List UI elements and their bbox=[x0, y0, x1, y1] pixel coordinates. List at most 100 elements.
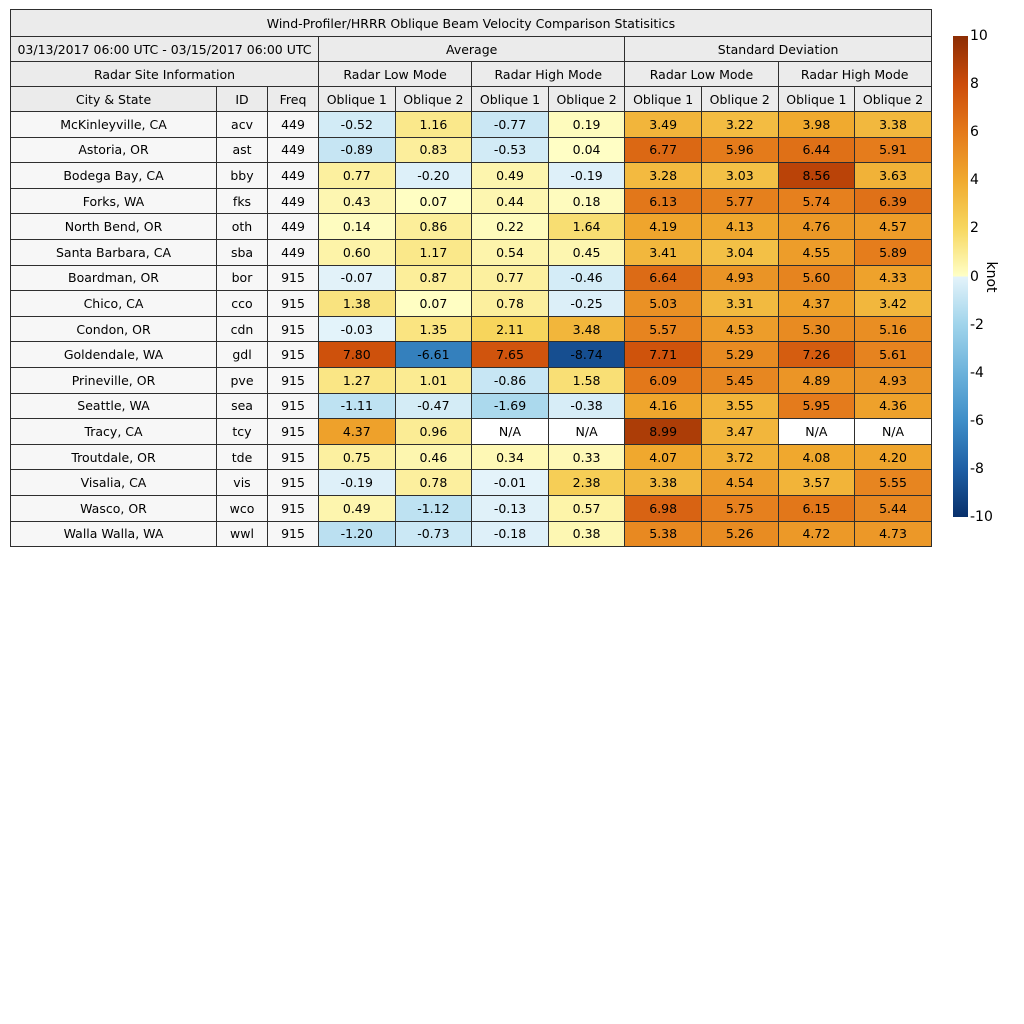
table-row: Seattle, WA sea 915 -1.11 -0.47 -1.69 -0.38 4.1… bbox=[10, 392, 932, 420]
freq-cell: 915 bbox=[267, 469, 319, 496]
freq-cell: 915 bbox=[267, 494, 319, 522]
value-cell: 1.64 bbox=[547, 213, 626, 240]
value-cell: 0.83 bbox=[394, 136, 473, 164]
value-cell: 3.48 bbox=[547, 315, 626, 343]
city-cell: Forks, WA bbox=[10, 187, 217, 215]
value-cell: 4.37 bbox=[318, 418, 396, 445]
value-cell: 0.49 bbox=[471, 162, 549, 189]
value-cell: 4.16 bbox=[624, 392, 702, 420]
value-cell: 4.07 bbox=[624, 443, 702, 471]
value-cell: 1.38 bbox=[318, 290, 396, 317]
oblique2-header: Oblique 2 bbox=[700, 86, 779, 112]
period-cell: 03/13/2017 06:00 UTC - 03/15/2017 06:00 … bbox=[10, 36, 319, 62]
site-id-cell: wco bbox=[216, 494, 268, 522]
value-cell: -0.19 bbox=[547, 162, 626, 189]
value-cell: -0.86 bbox=[471, 366, 549, 394]
value-cell: 4.19 bbox=[624, 213, 702, 240]
colorbar-tick-label: -2 bbox=[970, 316, 984, 333]
freq-cell: 915 bbox=[267, 392, 319, 420]
value-cell: -1.20 bbox=[318, 520, 396, 548]
value-cell: 5.75 bbox=[700, 494, 779, 522]
value-cell: 0.49 bbox=[318, 494, 396, 522]
value-cell: 4.54 bbox=[700, 469, 779, 496]
value-cell: 0.87 bbox=[394, 264, 473, 292]
site-id-cell: cco bbox=[216, 290, 268, 317]
value-cell: 4.08 bbox=[777, 443, 856, 471]
value-cell: 0.44 bbox=[471, 187, 549, 215]
freq-cell: 449 bbox=[267, 187, 319, 215]
site-id-cell: oth bbox=[216, 213, 268, 240]
freq-cell: 915 bbox=[267, 290, 319, 317]
city-cell: Goldendale, WA bbox=[10, 341, 217, 368]
oblique2-header: Oblique 2 bbox=[854, 86, 932, 112]
value-cell: 6.13 bbox=[624, 187, 702, 215]
city-cell: McKinleyville, CA bbox=[10, 111, 217, 138]
value-cell: 7.65 bbox=[471, 341, 549, 368]
value-cell: -0.03 bbox=[318, 315, 396, 343]
value-cell: 1.01 bbox=[394, 366, 473, 394]
site-id-cell: vis bbox=[216, 469, 268, 496]
table-row: Chico, CA cco 915 1.38 0.07 0.78 -0.25 5.03 3.31… bbox=[10, 290, 932, 317]
site-info-header: Radar Site Information bbox=[10, 61, 319, 87]
value-cell: 6.15 bbox=[777, 494, 856, 522]
value-cell: 0.14 bbox=[318, 213, 396, 240]
column-header-row: City & State ID Freq Oblique 1 Oblique 2… bbox=[10, 86, 932, 112]
table-row: Visalia, CA vis 915 -0.19 0.78 -0.01 2.38 3.38 4… bbox=[10, 469, 932, 496]
value-cell: 0.46 bbox=[394, 443, 473, 471]
std-high-mode-header: Radar High Mode bbox=[777, 61, 932, 87]
value-cell: 3.38 bbox=[624, 469, 702, 496]
value-cell: 5.03 bbox=[624, 290, 702, 317]
value-cell-na: N/A bbox=[547, 418, 626, 445]
table-row: Boardman, OR bor 915 -0.07 0.87 0.77 -0.46 6.64… bbox=[10, 264, 932, 292]
value-cell: 5.74 bbox=[777, 187, 856, 215]
value-cell: 4.93 bbox=[854, 366, 932, 394]
avg-low-mode-header: Radar Low Mode bbox=[317, 61, 473, 87]
value-cell: 3.22 bbox=[700, 111, 779, 138]
city-cell: Bodega Bay, CA bbox=[10, 162, 217, 189]
city-cell: Santa Barbara, CA bbox=[10, 238, 217, 266]
colorbar bbox=[953, 36, 968, 517]
table-row: Tracy, CA tcy 915 4.37 0.96 N/A N/A 8.99 3.47 N/A… bbox=[10, 418, 932, 445]
value-cell: 7.80 bbox=[318, 341, 396, 368]
value-cell: 4.20 bbox=[854, 443, 932, 471]
colorbar-tick-label: -4 bbox=[970, 364, 984, 381]
value-cell: 5.30 bbox=[777, 315, 856, 343]
value-cell: 0.04 bbox=[547, 136, 626, 164]
value-cell: -0.20 bbox=[394, 162, 473, 189]
site-id-cell: acv bbox=[216, 111, 268, 138]
value-cell: 4.13 bbox=[700, 213, 779, 240]
table-title: Wind-Profiler/HRRR Oblique Beam Velocity… bbox=[10, 9, 932, 37]
value-cell: -8.74 bbox=[547, 341, 626, 368]
colorbar-tick-label: 4 bbox=[970, 172, 979, 189]
city-cell: Wasco, OR bbox=[10, 494, 217, 522]
oblique1-header: Oblique 1 bbox=[471, 86, 549, 112]
site-id-cell: bor bbox=[216, 264, 268, 292]
value-cell: 0.60 bbox=[318, 238, 396, 266]
city-cell: North Bend, OR bbox=[10, 213, 217, 240]
table-row: Forks, WA fks 449 0.43 0.07 0.44 0.18 6.13 5.77 5… bbox=[10, 187, 932, 215]
value-cell: 2.38 bbox=[547, 469, 626, 496]
value-cell: 8.56 bbox=[777, 162, 856, 189]
value-cell: 5.45 bbox=[700, 366, 779, 394]
value-cell: 0.75 bbox=[318, 443, 396, 471]
value-cell: -0.18 bbox=[471, 520, 549, 548]
oblique2-header: Oblique 2 bbox=[547, 86, 626, 112]
value-cell: -0.07 bbox=[318, 264, 396, 292]
value-cell: 7.26 bbox=[777, 341, 856, 368]
value-cell: 5.89 bbox=[854, 238, 932, 266]
city-cell: Prineville, OR bbox=[10, 366, 217, 394]
city-cell: Condon, OR bbox=[10, 315, 217, 343]
city-cell: Walla Walla, WA bbox=[10, 520, 217, 548]
group-header-average: Average bbox=[317, 36, 626, 62]
value-cell: 3.57 bbox=[777, 469, 856, 496]
freq-cell: 915 bbox=[267, 366, 319, 394]
value-cell: 5.57 bbox=[624, 315, 702, 343]
value-cell: 3.63 bbox=[854, 162, 932, 189]
value-cell: 0.78 bbox=[394, 469, 473, 496]
colorbar-tick-label: -10 bbox=[970, 509, 993, 525]
value-cell: 7.71 bbox=[624, 341, 702, 368]
value-cell: -0.53 bbox=[471, 136, 549, 164]
value-cell: 3.04 bbox=[700, 238, 779, 266]
colorbar-tick-label: -6 bbox=[970, 412, 984, 429]
freq-cell: 449 bbox=[267, 111, 319, 138]
